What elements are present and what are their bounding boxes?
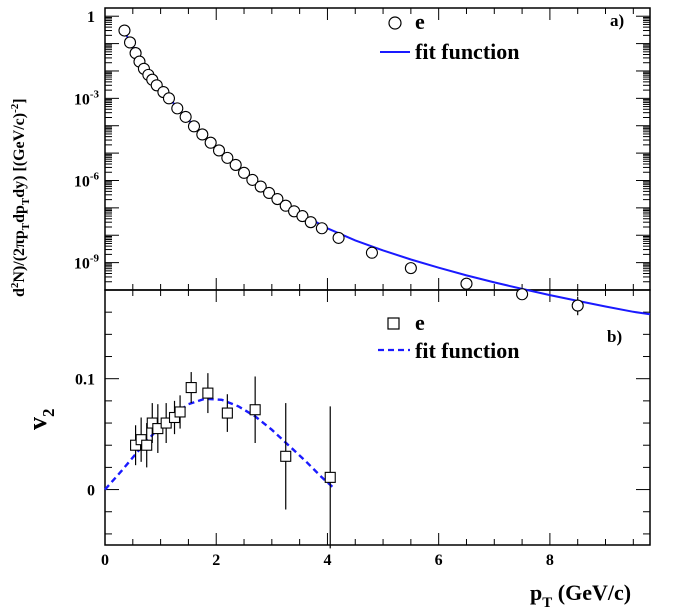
panel-a-data-point bbox=[118, 24, 131, 37]
panel-a-data-point bbox=[229, 158, 242, 171]
panel-a-data-point bbox=[196, 128, 209, 141]
panel-a-data-point bbox=[516, 288, 529, 301]
panel-b-data-point bbox=[174, 406, 186, 418]
panel-a-data-point bbox=[246, 173, 259, 186]
panel-b-data-point bbox=[221, 407, 233, 419]
panel-a-data-point bbox=[179, 110, 192, 123]
panel-a-data-point bbox=[123, 36, 137, 49]
panel-a-data-point bbox=[332, 231, 345, 244]
panel-b-xtick-label: 0 bbox=[101, 552, 109, 569]
panel-b-xtick-label: 8 bbox=[546, 552, 554, 569]
panel-b-data-point bbox=[324, 471, 336, 483]
panel-b-ylabel: v2 bbox=[23, 409, 58, 431]
panel-a-ytick-label: 10-6 bbox=[74, 170, 100, 190]
panel-b-xlabel: pT (GeV/c) bbox=[530, 580, 631, 611]
panel-a-data-point bbox=[221, 151, 234, 164]
panel-a-ytick-label: 10-9 bbox=[74, 253, 100, 273]
legend-b-label-e: e bbox=[415, 310, 425, 335]
legend-a-circle-marker bbox=[388, 16, 402, 30]
panel-b-ticks: 0 2 4 6 8 0 0.1 bbox=[75, 289, 650, 569]
panel-b-ytick-label: 0.1 bbox=[75, 372, 95, 389]
panel-b-frame bbox=[104, 289, 651, 546]
panel-a-data-point bbox=[187, 120, 201, 133]
panel-a-ytick-label: 1 bbox=[87, 9, 95, 26]
panel-a-marks bbox=[118, 24, 651, 316]
panel-a-fit-line bbox=[120, 26, 651, 316]
panel-a-data-point bbox=[571, 299, 584, 312]
panel-a-data-point bbox=[271, 192, 284, 206]
panel-a-data-point bbox=[263, 186, 276, 200]
panel-a-data-point bbox=[254, 180, 267, 193]
panel-b-fit-line bbox=[104, 397, 334, 491]
panel-a-ytick-label: 10-3 bbox=[74, 88, 100, 108]
panel-b-data-point bbox=[185, 382, 197, 394]
legend-a-label-fit: fit function bbox=[415, 39, 520, 64]
panel-b-marks bbox=[104, 372, 336, 549]
panel-b-data-point bbox=[249, 404, 261, 416]
panel-a-data-point bbox=[315, 222, 328, 235]
legend-b: e fit function bbox=[378, 310, 520, 363]
panel-a-data-point bbox=[304, 216, 317, 229]
legend-b-square-marker bbox=[387, 317, 400, 330]
panel-a-data-point bbox=[237, 166, 251, 179]
panel-a-data-point bbox=[404, 262, 417, 275]
panel-a-data-point bbox=[204, 136, 217, 149]
panel-a-tag: a) bbox=[610, 11, 624, 30]
panel-b-data-point bbox=[141, 439, 153, 451]
panel-a-data-point bbox=[162, 92, 176, 105]
panel-a-data-point bbox=[212, 144, 226, 157]
panel-b-xtick-label: 6 bbox=[435, 552, 443, 569]
legend-a: e fit function bbox=[380, 9, 520, 64]
panel-b-xtick-label: 4 bbox=[323, 552, 331, 569]
legend-a-label-e: e bbox=[415, 9, 425, 34]
panel-b-data-point bbox=[280, 450, 292, 462]
panel-a-data-point bbox=[279, 199, 292, 212]
panel-b-data-point bbox=[202, 387, 214, 399]
panel-b-tag: b) bbox=[607, 327, 622, 346]
panel-a-data-point bbox=[296, 210, 309, 223]
panel-a-data-point bbox=[460, 277, 473, 290]
panel-a-ylabel: d2N)/(2πpTdpTdy) [(GeV/c)-2] bbox=[9, 98, 32, 297]
legend-b-label-fit: fit function bbox=[415, 338, 520, 363]
panel-b-xtick-label: 2 bbox=[212, 552, 220, 569]
panel-a-data-point bbox=[365, 246, 378, 259]
panel-a-ticks: 1 10-3 10-6 10-9 bbox=[74, 8, 650, 291]
panel-a-data-point bbox=[171, 102, 184, 115]
panel-b-ytick-label: 0 bbox=[87, 483, 95, 500]
